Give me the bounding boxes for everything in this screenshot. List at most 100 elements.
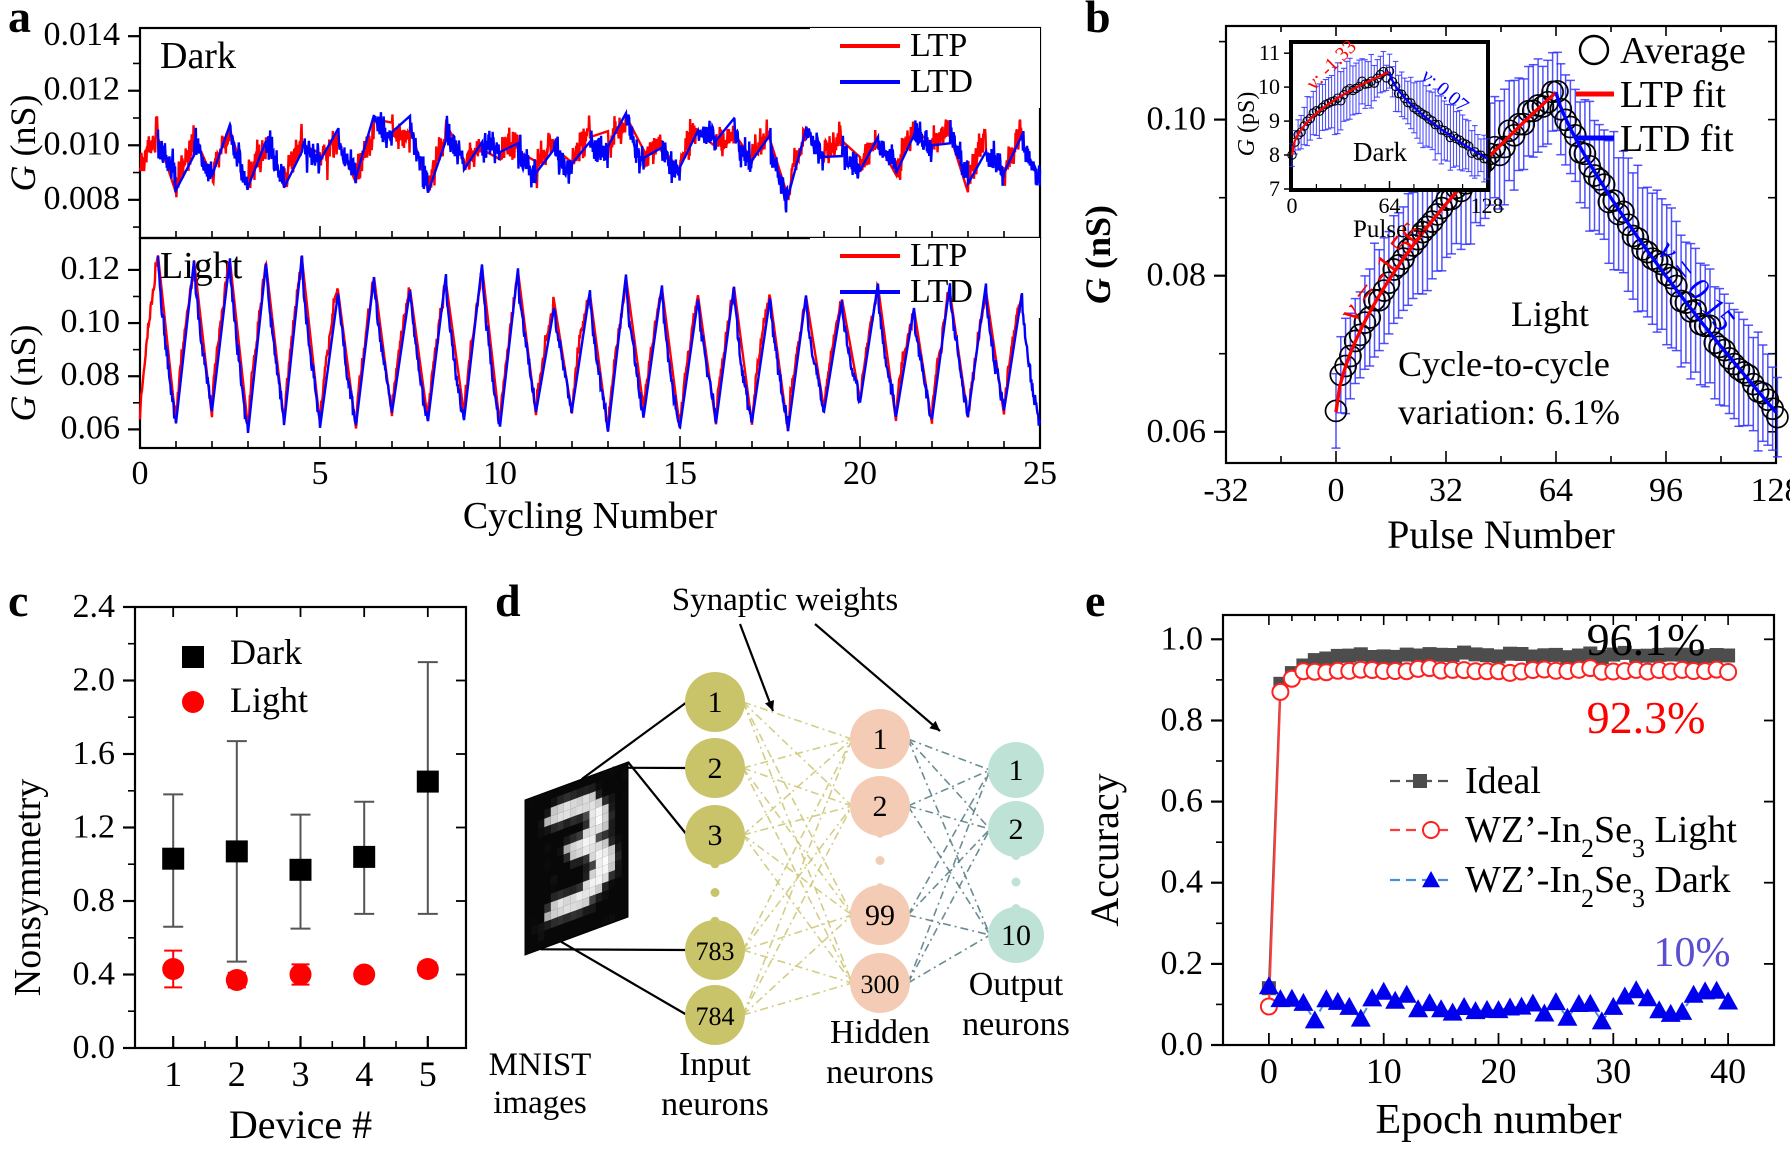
svg-text:15: 15 [663, 455, 697, 492]
svg-text:2.4: 2.4 [73, 588, 116, 625]
svg-text:0.4: 0.4 [1161, 864, 1204, 901]
svg-text:2.0: 2.0 [73, 662, 116, 699]
svg-text:0.08: 0.08 [61, 356, 121, 393]
svg-text:0.8: 0.8 [1161, 702, 1204, 739]
svg-text:Synaptic weights: Synaptic weights [672, 582, 898, 618]
svg-text:images: images [493, 1085, 586, 1121]
svg-text:783: 783 [696, 937, 735, 966]
svg-text:0.0: 0.0 [73, 1029, 116, 1066]
svg-text:0: 0 [1328, 472, 1345, 509]
svg-text:40: 40 [1710, 1051, 1746, 1091]
svg-text:96.1%: 96.1% [1587, 614, 1706, 665]
svg-text:0.06: 0.06 [61, 409, 121, 446]
svg-text:9: 9 [1269, 108, 1280, 133]
svg-text:G (nS): G (nS) [1078, 205, 1118, 304]
svg-text:Input: Input [679, 1046, 751, 1083]
svg-text:LTP fit: LTP fit [1620, 74, 1726, 116]
svg-text:G (nS): G (nS) [3, 95, 43, 192]
svg-text:Dark: Dark [230, 632, 302, 672]
svg-text:0.6: 0.6 [1161, 783, 1204, 820]
svg-text:LTD: LTD [910, 63, 973, 100]
svg-text:Accuracy: Accuracy [1082, 773, 1127, 926]
svg-text:2: 2 [873, 790, 888, 823]
svg-text:0.8: 0.8 [73, 882, 116, 919]
svg-text:0.10: 0.10 [1147, 101, 1207, 138]
svg-text:10: 10 [1001, 919, 1031, 952]
svg-text:0.4: 0.4 [73, 956, 116, 993]
svg-text:Pulse #: Pulse # [1353, 216, 1426, 243]
svg-text:0: 0 [1260, 1051, 1278, 1091]
svg-text:0.2: 0.2 [1161, 945, 1204, 982]
svg-text:Light: Light [1511, 294, 1589, 334]
svg-text:99: 99 [865, 899, 895, 932]
svg-text:0: 0 [1287, 193, 1298, 218]
svg-text:10%: 10% [1654, 930, 1731, 976]
svg-text:3: 3 [292, 1054, 310, 1094]
svg-text:Ideal: Ideal [1465, 760, 1541, 802]
svg-text:92.3%: 92.3% [1587, 692, 1706, 743]
svg-text:Hidden: Hidden [830, 1014, 930, 1051]
svg-text:0.014: 0.014 [44, 16, 121, 53]
svg-text:neurons: neurons [826, 1054, 934, 1091]
svg-text:128: 128 [1751, 472, 1790, 509]
svg-text:0.10: 0.10 [61, 303, 121, 340]
svg-text:0.008: 0.008 [44, 180, 121, 217]
svg-text:2: 2 [708, 752, 723, 785]
svg-text:10: 10 [1366, 1051, 1402, 1091]
svg-text:Pulse Number: Pulse Number [1387, 512, 1615, 557]
svg-text:32: 32 [1429, 472, 1463, 509]
svg-text:64: 64 [1539, 472, 1573, 509]
svg-text:0.12: 0.12 [61, 250, 121, 287]
svg-text:2: 2 [228, 1054, 246, 1094]
svg-text:1: 1 [873, 723, 888, 756]
svg-text:11: 11 [1259, 40, 1280, 65]
svg-text:128: 128 [1471, 193, 1504, 218]
svg-text:1: 1 [708, 686, 723, 719]
svg-text:WZ’-In2Se3 Light: WZ’-In2Se3 Light [1465, 809, 1737, 863]
svg-text:WZ’-In2Se3 Dark: WZ’-In2Se3 Dark [1465, 859, 1731, 913]
svg-text:25: 25 [1023, 455, 1057, 492]
svg-text:4: 4 [355, 1054, 373, 1094]
svg-text:Epoch number: Epoch number [1375, 1097, 1621, 1143]
svg-text:0.0: 0.0 [1161, 1026, 1204, 1063]
svg-text:0.012: 0.012 [44, 71, 121, 108]
svg-text:1.0: 1.0 [1161, 620, 1204, 657]
svg-text:30: 30 [1595, 1051, 1631, 1091]
svg-text:1.6: 1.6 [73, 735, 116, 772]
svg-text:1.2: 1.2 [73, 809, 116, 846]
svg-text:0.06: 0.06 [1147, 413, 1207, 450]
svg-text:3: 3 [708, 819, 723, 852]
svg-text:G (nS): G (nS) [3, 325, 43, 422]
svg-text:Dark: Dark [160, 35, 236, 77]
svg-text:64: 64 [1379, 193, 1401, 218]
svg-text:Output: Output [969, 966, 1064, 1003]
svg-text:G (pS): G (pS) [1234, 92, 1260, 157]
svg-text:Cycling Number: Cycling Number [463, 495, 718, 537]
svg-text:MNIST: MNIST [489, 1047, 592, 1083]
svg-text:Light: Light [230, 680, 308, 720]
svg-text:neurons: neurons [962, 1006, 1070, 1043]
svg-text:LTP: LTP [910, 27, 967, 64]
svg-text:variation: 6.1%: variation: 6.1% [1398, 392, 1620, 432]
svg-text:Cycle-to-cycle: Cycle-to-cycle [1398, 344, 1610, 384]
svg-text:LTD fit: LTD fit [1620, 118, 1734, 160]
svg-text:Average: Average [1620, 30, 1746, 72]
svg-text:1: 1 [164, 1054, 182, 1094]
svg-text:0: 0 [132, 455, 149, 492]
svg-text:96: 96 [1649, 472, 1683, 509]
svg-text:LTD: LTD [910, 273, 973, 310]
svg-text:20: 20 [1481, 1051, 1517, 1091]
svg-text:300: 300 [861, 970, 900, 999]
svg-text:784: 784 [696, 1002, 735, 1031]
svg-text:0.08: 0.08 [1147, 257, 1207, 294]
svg-text:Nonsymmetry: Nonsymmetry [7, 779, 49, 996]
svg-text:1: 1 [1009, 754, 1024, 787]
svg-text:8: 8 [1269, 142, 1280, 167]
svg-text:LTP: LTP [910, 237, 967, 274]
svg-text:2: 2 [1009, 813, 1024, 846]
svg-text:5: 5 [312, 455, 329, 492]
svg-text:10: 10 [483, 455, 517, 492]
svg-text:7: 7 [1269, 176, 1280, 201]
svg-text:20: 20 [843, 455, 877, 492]
svg-text:Device #: Device # [229, 1102, 372, 1145]
